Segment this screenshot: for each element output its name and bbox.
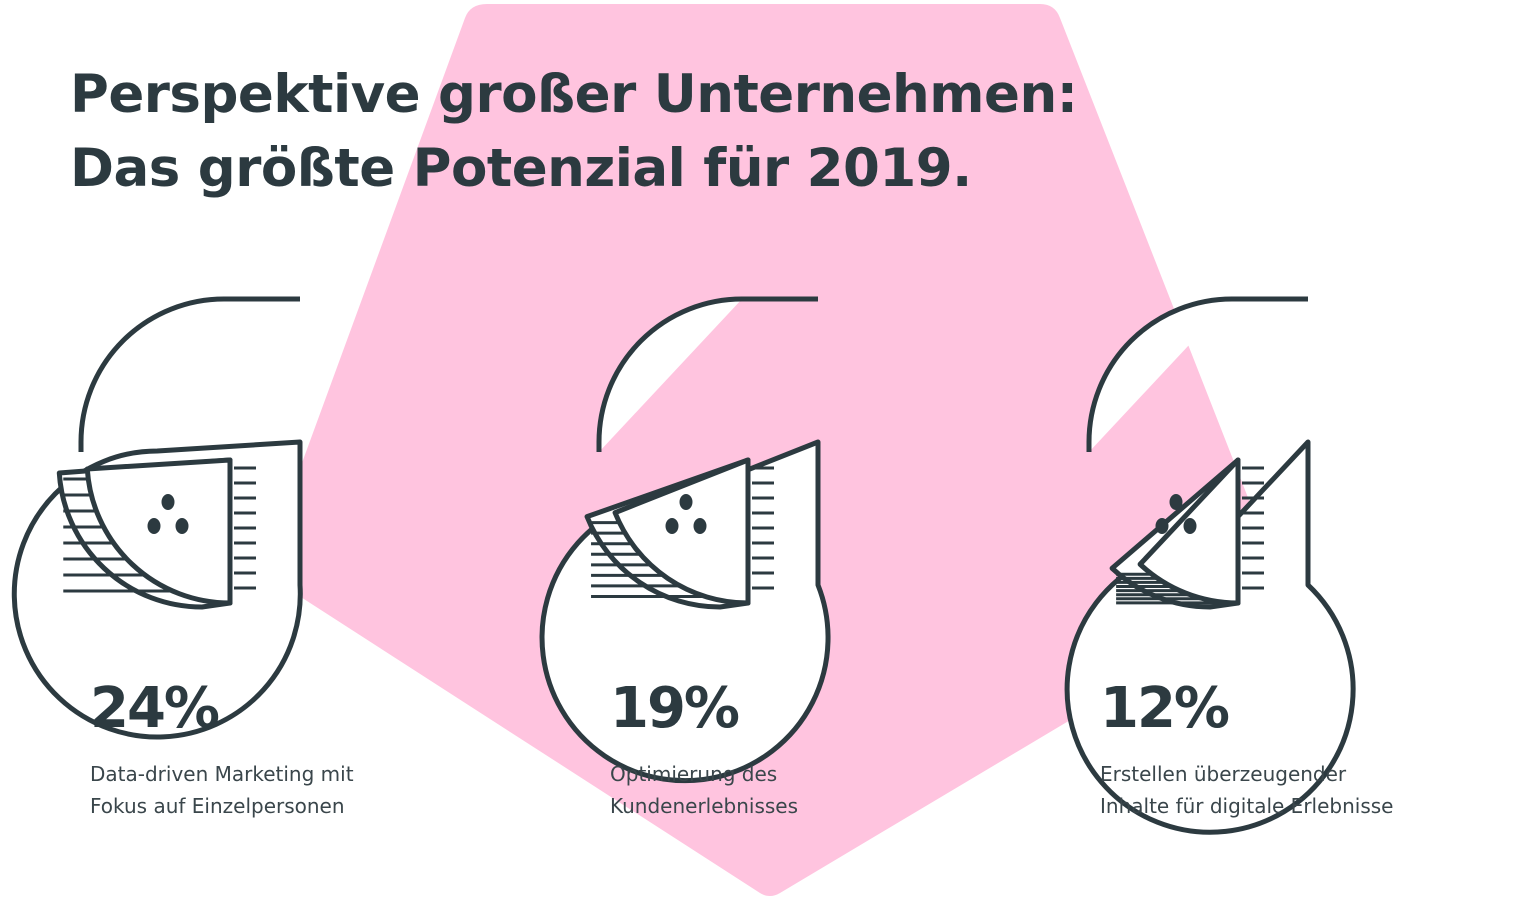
pie-slice-illustration-1 [11, 296, 303, 740]
title-line-1: Perspektive großer Unternehmen: [70, 64, 1078, 125]
stat-label-2-line-1: Optimierung des [610, 762, 778, 786]
stat-value-1: 24% [90, 676, 220, 741]
pie-slice-illustration-2 [539, 296, 831, 784]
stat-2: 19% Optimierung des Kundenerlebnisses [610, 678, 798, 822]
stat-label-3: Erstellen überzeugender Inhalte für digi… [1100, 758, 1393, 822]
stat-value-3: 12% [1100, 676, 1230, 741]
stat-label-2: Optimierung des Kundenerlebnisses [610, 758, 798, 822]
stat-label-1: Data-driven Marketing mit Fokus auf Einz… [90, 758, 354, 822]
pink-arrow-shape [262, 4, 1285, 896]
stat-label-1-line-2: Fokus auf Einzelpersonen [90, 794, 345, 818]
page-title: Perspektive großer Unternehmen: Das größ… [70, 58, 1078, 206]
stat-label-1-line-1: Data-driven Marketing mit [90, 762, 354, 786]
stat-label-2-line-2: Kundenerlebnisses [610, 794, 799, 818]
pie-slice-illustration-3 [1064, 296, 1356, 835]
title-line-2: Das größte Potenzial für 2019. [70, 138, 972, 199]
stat-label-3-line-2: Inhalte für digitale Erlebnisse [1100, 794, 1394, 818]
stat-3: 12% Erstellen überzeugender Inhalte für … [1100, 678, 1393, 822]
stat-value-2: 19% [610, 676, 740, 741]
stat-label-3-line-1: Erstellen überzeugender [1100, 762, 1347, 786]
stat-1: 24% Data-driven Marketing mit Fokus auf … [90, 678, 354, 822]
